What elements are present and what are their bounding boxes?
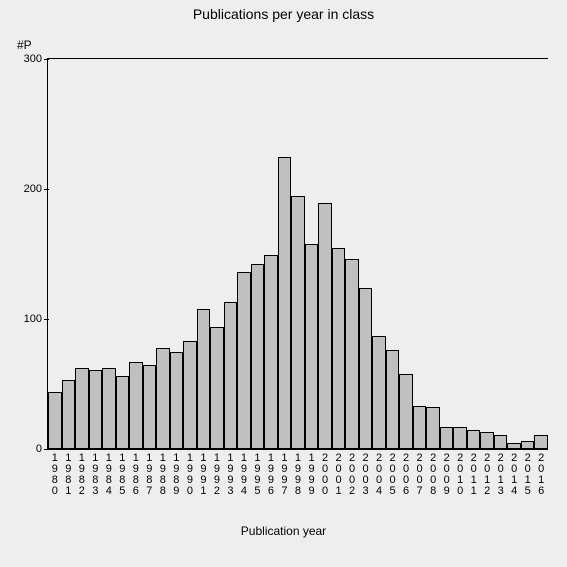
x-tick: 1988 [156,449,170,497]
bar [318,203,332,449]
bar [291,196,305,450]
bar [48,392,62,449]
x-tick: 1991 [197,449,211,497]
x-tick: 2009 [440,449,454,497]
y-tick: 100 [24,313,48,325]
bar [494,435,508,449]
x-tick: 2008 [426,449,440,497]
bar [197,309,211,449]
x-tick: 2002 [345,449,359,497]
bar [305,244,319,449]
bar [467,430,481,450]
bar [143,365,157,450]
bar [534,435,548,449]
bar [359,288,373,449]
bar [453,427,467,449]
bar [440,427,454,449]
x-tick: 1995 [251,449,265,497]
bar [413,406,427,449]
x-tick: 1984 [102,449,116,497]
bar [521,441,535,449]
y-tick: 200 [24,183,48,195]
bar [237,272,251,449]
y-axis-label: #P [17,38,32,52]
bar [116,376,130,449]
x-tick: 1990 [183,449,197,497]
x-tick: 1985 [116,449,130,497]
x-tick: 1997 [278,449,292,497]
bar [264,255,278,449]
bar [251,264,265,449]
x-tick: 2016 [534,449,548,497]
x-tick: 1981 [62,449,76,497]
x-tick: 2011 [467,449,481,497]
bar [170,352,184,450]
x-tick: 1989 [170,449,184,497]
x-tick: 2010 [453,449,467,497]
bar [224,302,238,449]
bar [89,370,103,449]
x-tick: 1982 [75,449,89,497]
x-tick: 1983 [89,449,103,497]
x-tick: 2014 [507,449,521,497]
bar [426,407,440,449]
chart-container: Publications per year in class #P 010020… [0,0,567,567]
x-tick: 1999 [305,449,319,497]
x-tick: 1996 [264,449,278,497]
bar [372,336,386,449]
y-tick: 0 [36,443,48,455]
x-tick: 2003 [359,449,373,497]
chart-title: Publications per year in class [0,6,567,22]
bar [332,248,346,450]
bar [183,341,197,449]
bar [129,362,143,449]
bar [399,374,413,449]
bar [210,327,224,449]
y-tick: 300 [24,53,48,65]
x-tick: 1987 [143,449,157,497]
x-tick: 2004 [372,449,386,497]
plot-area: 0100200300198019811982198319841985198619… [47,58,548,450]
x-tick: 1992 [210,449,224,497]
x-tick: 2012 [480,449,494,497]
x-tick: 1994 [237,449,251,497]
x-tick: 1980 [48,449,62,497]
x-tick: 2001 [332,449,346,497]
bar [480,432,494,449]
bar [156,348,170,449]
bar [386,350,400,449]
x-tick: 2013 [494,449,508,497]
x-tick: 1998 [291,449,305,497]
bar [102,368,116,449]
x-tick: 1993 [224,449,238,497]
x-tick: 2007 [413,449,427,497]
x-axis-label: Publication year [0,524,567,538]
bar [75,368,89,449]
x-tick: 2005 [386,449,400,497]
x-tick: 1986 [129,449,143,497]
x-tick: 2000 [318,449,332,497]
bar [278,157,292,450]
x-tick: 2015 [521,449,535,497]
bar [62,380,76,449]
x-tick: 2006 [399,449,413,497]
bar [345,259,359,449]
